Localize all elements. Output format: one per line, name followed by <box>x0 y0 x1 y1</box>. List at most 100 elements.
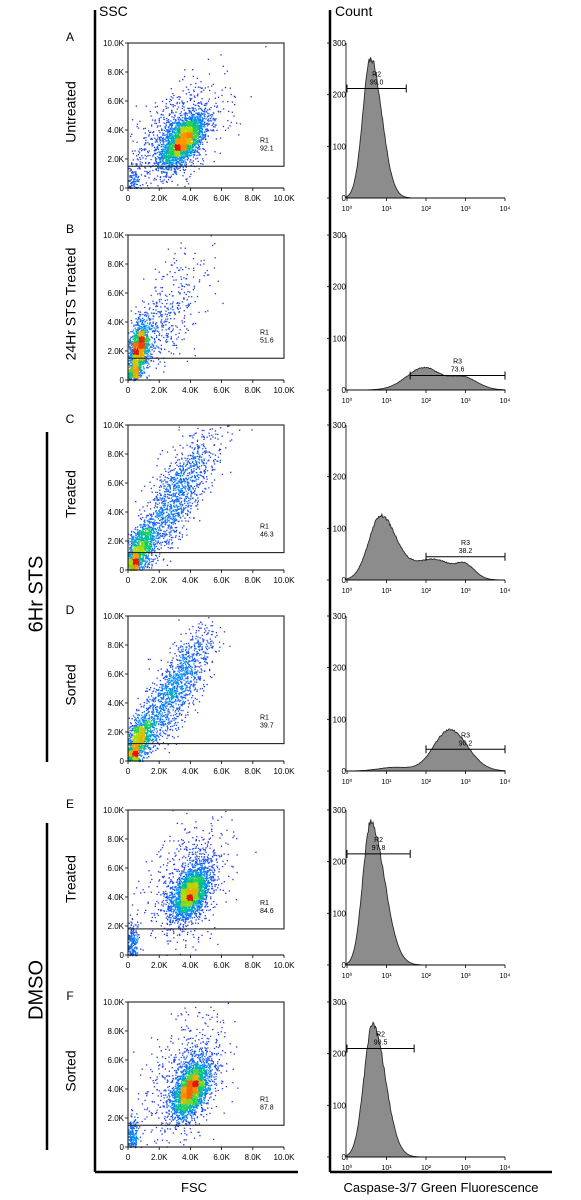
scatter-point <box>138 324 141 327</box>
scatter-point <box>183 132 185 134</box>
scatter-point <box>194 252 196 254</box>
scatter-point <box>169 141 171 143</box>
scatter-point <box>177 135 179 137</box>
scatter-point <box>133 336 135 338</box>
scatter-point <box>145 105 147 107</box>
scatter-point <box>132 356 135 358</box>
scatter-point <box>160 306 162 308</box>
scatter-point <box>186 306 188 309</box>
scatter-point <box>141 354 144 356</box>
scatter-point <box>183 252 186 255</box>
scatter-point <box>183 169 185 171</box>
scatter-point <box>155 168 157 170</box>
scatter-point <box>163 148 165 150</box>
scatter-point <box>170 175 172 177</box>
scatter-point <box>192 160 194 162</box>
scatter-point <box>131 183 133 185</box>
scatter-point <box>135 352 137 354</box>
scatter-point <box>148 375 150 377</box>
scatter-point <box>181 135 183 137</box>
scatter-point <box>140 327 142 329</box>
scatter-point <box>161 156 163 159</box>
scatter-point <box>138 335 140 337</box>
scatter-point <box>146 377 148 379</box>
scatter-point <box>131 133 133 135</box>
scatter-point <box>181 133 183 136</box>
scatter-point <box>168 160 170 163</box>
scatter-point <box>172 131 174 133</box>
scatter-point <box>166 303 168 305</box>
scatter-point <box>203 263 205 265</box>
scatter-point <box>143 360 145 362</box>
scatter-point <box>178 102 181 104</box>
scatter-point <box>185 166 187 168</box>
scatter-point <box>191 148 193 150</box>
scatter-point <box>214 120 216 122</box>
scatter-point <box>178 96 180 98</box>
scatter-point <box>141 338 144 340</box>
scatter-point <box>133 358 136 360</box>
scatter-point <box>181 107 183 110</box>
scatter-point <box>167 309 169 311</box>
scatter-point <box>210 106 212 109</box>
scatter-point <box>179 307 181 309</box>
scatter-point <box>152 318 154 320</box>
scatter-point <box>169 147 171 149</box>
scatter-point <box>145 347 148 349</box>
scatter-point <box>138 374 140 376</box>
y-tick-label: 2.0K <box>108 155 125 164</box>
scatter-point <box>173 162 175 164</box>
scatter-point <box>177 336 179 338</box>
scatter-point <box>193 140 195 142</box>
scatter-point <box>198 152 200 154</box>
scatter-point <box>168 293 171 296</box>
scatter-point <box>159 178 161 181</box>
scatter-point <box>171 149 174 151</box>
scatter-point <box>144 166 146 169</box>
scatter-point <box>134 353 136 355</box>
scatter-point <box>167 318 169 320</box>
scatter-point <box>140 320 142 323</box>
scatter-point <box>176 153 178 155</box>
scatter-point <box>184 135 186 137</box>
scatter-point <box>138 150 140 152</box>
scatter-point <box>178 126 180 129</box>
scatter-point <box>166 336 168 338</box>
scatter-point <box>138 348 140 351</box>
scatter-point <box>128 186 130 188</box>
scatter-point <box>137 360 140 362</box>
scatter-point <box>146 150 149 153</box>
scatter-point <box>181 147 183 149</box>
scatter-point <box>173 132 175 134</box>
scatter-point <box>198 145 201 148</box>
scatter-point <box>180 132 182 134</box>
scatter-point <box>151 138 153 140</box>
scatter-point <box>164 152 166 155</box>
scatter-point <box>197 93 199 95</box>
scatter-point <box>145 342 147 345</box>
scatter-point <box>207 123 209 126</box>
scatter-point <box>195 123 197 125</box>
scatter-point <box>184 133 187 135</box>
scatter-point <box>168 154 171 156</box>
scatter-point <box>146 350 149 352</box>
scatter-point <box>135 345 137 347</box>
scatter-point <box>176 326 178 328</box>
scatter-point <box>183 144 186 146</box>
scatter-point <box>198 122 200 125</box>
scatter-point <box>132 362 134 364</box>
scatter-point <box>148 347 151 349</box>
scatter-point <box>193 95 196 97</box>
scatter-point <box>217 280 219 282</box>
scatter-point <box>196 151 198 153</box>
scatter-point <box>167 312 170 314</box>
scatter-point <box>181 128 183 130</box>
scatter-point <box>170 151 172 153</box>
scatter-point <box>161 302 163 305</box>
scatter-point <box>153 315 155 318</box>
scatter-point <box>184 117 186 120</box>
scatter-point <box>137 373 139 375</box>
scatter-point <box>134 340 136 342</box>
scatter-point <box>141 363 143 365</box>
scatter-point <box>137 365 140 367</box>
